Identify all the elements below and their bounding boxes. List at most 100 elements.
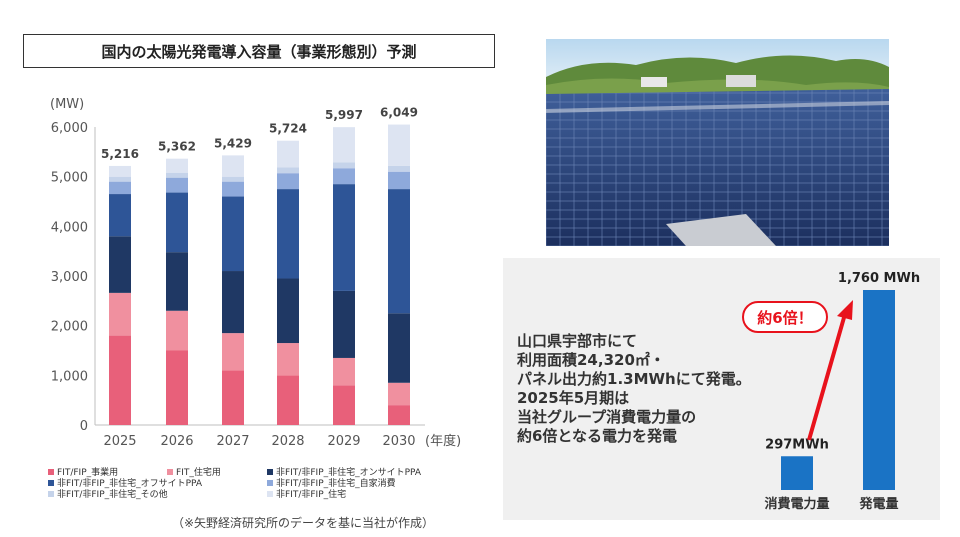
solar-farm-photo [546,39,889,246]
bar-segment [109,181,131,195]
legend-label: 非FIT/非FIP_非住宅_オフサイトPPA [57,479,203,489]
bar-segment [333,290,355,358]
x-tick-label: 2026 [160,434,193,449]
legend-item: FIT/FIP_事業用 [48,465,118,478]
x-tick-label: 2025 [103,434,136,449]
bar-segment [388,382,410,406]
total-data-label: 5,362 [158,140,196,154]
info-line: パネル出力約1.3MWhにて発電。 [517,370,751,388]
bar-segment [388,171,410,190]
y-tick-label: 0 [80,419,88,434]
legend-swatch [267,490,273,497]
bar-segment [388,165,410,172]
bar-segment [222,176,244,182]
legend-label: FIT/FIP_事業用 [57,468,119,478]
total-data-label: 6,049 [380,106,418,120]
legend-item: 非FIT/非FIP_非住宅_オンサイトPPA [267,465,421,478]
info-line: 約6倍となる電力を発電 [517,427,677,445]
bar-segment [166,172,188,178]
y-tick-label: 2,000 [51,320,88,335]
legend-label: 非FIT/非FIP_非住宅_その他 [57,490,168,500]
legend-label: 非FIT/非FIP_住宅 [276,490,347,500]
bar-segment [277,343,299,376]
bar-segment [222,181,244,197]
comparison-bar [863,290,895,490]
bar-segment [277,140,299,168]
legend-item: 非FIT/非FIP_非住宅_オフサイトPPA [48,476,202,489]
total-data-label: 5,216 [101,147,139,161]
bar-segment [166,177,188,193]
bar-segment [166,252,188,311]
bar-segment [333,127,355,163]
bar-segment [277,278,299,344]
bar-segment [388,124,410,166]
legend-item: FIT_住宅用 [167,465,221,478]
legend-swatch [48,468,54,475]
bar-segment [222,155,244,177]
stacked-bar-chart: (MW) 0 1,000 2,000 3,000 4,000 5,000 6,000 2025 2… [50,97,461,449]
bar-segment [333,184,355,291]
legend-label: FIT_住宅用 [176,468,221,478]
comparison-category-label: 発電量 [858,496,898,512]
comparison-bar [781,456,813,490]
bar-segment [333,162,355,169]
bar-segment [222,196,244,272]
bar-segment [109,176,131,182]
growth-arrow-shaft [807,313,847,441]
legend-label: 非FIT/非FIP_非住宅_自家消費 [276,479,396,489]
legend-swatch [267,479,273,486]
callout-bubble [742,301,828,333]
bar-segment [222,333,244,371]
bar-segment [166,192,188,253]
x-tick-label: 2030 [382,434,415,449]
bar-segment [277,375,299,425]
callout-text: 約6倍！ [757,309,812,327]
bar-segment [109,165,131,177]
y-tick-label: 3,000 [51,270,88,285]
y-tick-label: 4,000 [51,220,88,235]
bar-segment [109,194,131,237]
y-unit-label: (MW) [50,97,84,112]
y-tick-label: 5,000 [51,171,88,186]
bar-segment [277,189,299,279]
x-tick-label: 2028 [271,434,304,449]
chart-title: 国内の太陽光発電導入容量（事業形態別）予測 [101,42,417,61]
chart-title-box: 国内の太陽光発電導入容量（事業形態別）予測 [23,34,495,68]
legend-swatch [48,479,54,486]
legend-swatch [267,468,273,475]
y-tick-label: 1,000 [51,369,88,384]
bar-segment [388,405,410,425]
bar-segment [333,357,355,386]
bar-segment [222,271,244,334]
bar-segment [109,292,131,336]
info-line: 当社グループ消費電力量の [517,408,697,426]
legend-item: 非FIT/非FIP_住宅 [267,487,346,500]
info-line: 2025年5月期は [517,389,630,407]
growth-arrow-head [837,300,853,320]
source-note: （※矢野経済研究所のデータを基に当社が作成） [172,516,435,530]
bar-segment [166,310,188,351]
info-line: 山口県宇部市にて [517,332,638,350]
info-panel: 山口県宇部市にて 利用面積24,320㎡・ パネル出力約1.3MWhにて発電。 202… [503,258,940,520]
legend-item: 非FIT/非FIP_非住宅_その他 [48,487,168,500]
legend-swatch [167,468,173,475]
bar-segment [333,168,355,185]
comparison-category-label: 消費電力量 [764,496,829,512]
comparison-value-label: 297MWh [765,437,829,452]
bar-segment [333,385,355,425]
legend-item: 非FIT/非FIP_非住宅_自家消費 [267,476,396,489]
bar-segment [166,350,188,425]
bar-segment [388,313,410,383]
x-tick-label: 2027 [216,434,249,449]
info-line: 利用面積24,320㎡・ [517,351,665,369]
x-unit-label: (年度) [425,433,461,449]
bar-segment [109,236,131,293]
info-text: 山口県宇部市にて 利用面積24,320㎡・ パネル出力約1.3MWhにて発電。 202… [517,332,751,446]
comparison-value-label: 1,760 MWh [838,271,920,286]
bar-segment [222,370,244,425]
x-tick-label: 2029 [327,434,360,449]
comparison-chart: 297MWh 消費電力量 1,760 MWh 発電量 約6倍！ [742,271,920,512]
legend-swatch [48,490,54,497]
y-tick-label: 6,000 [51,121,88,136]
bar-segment [277,173,299,190]
